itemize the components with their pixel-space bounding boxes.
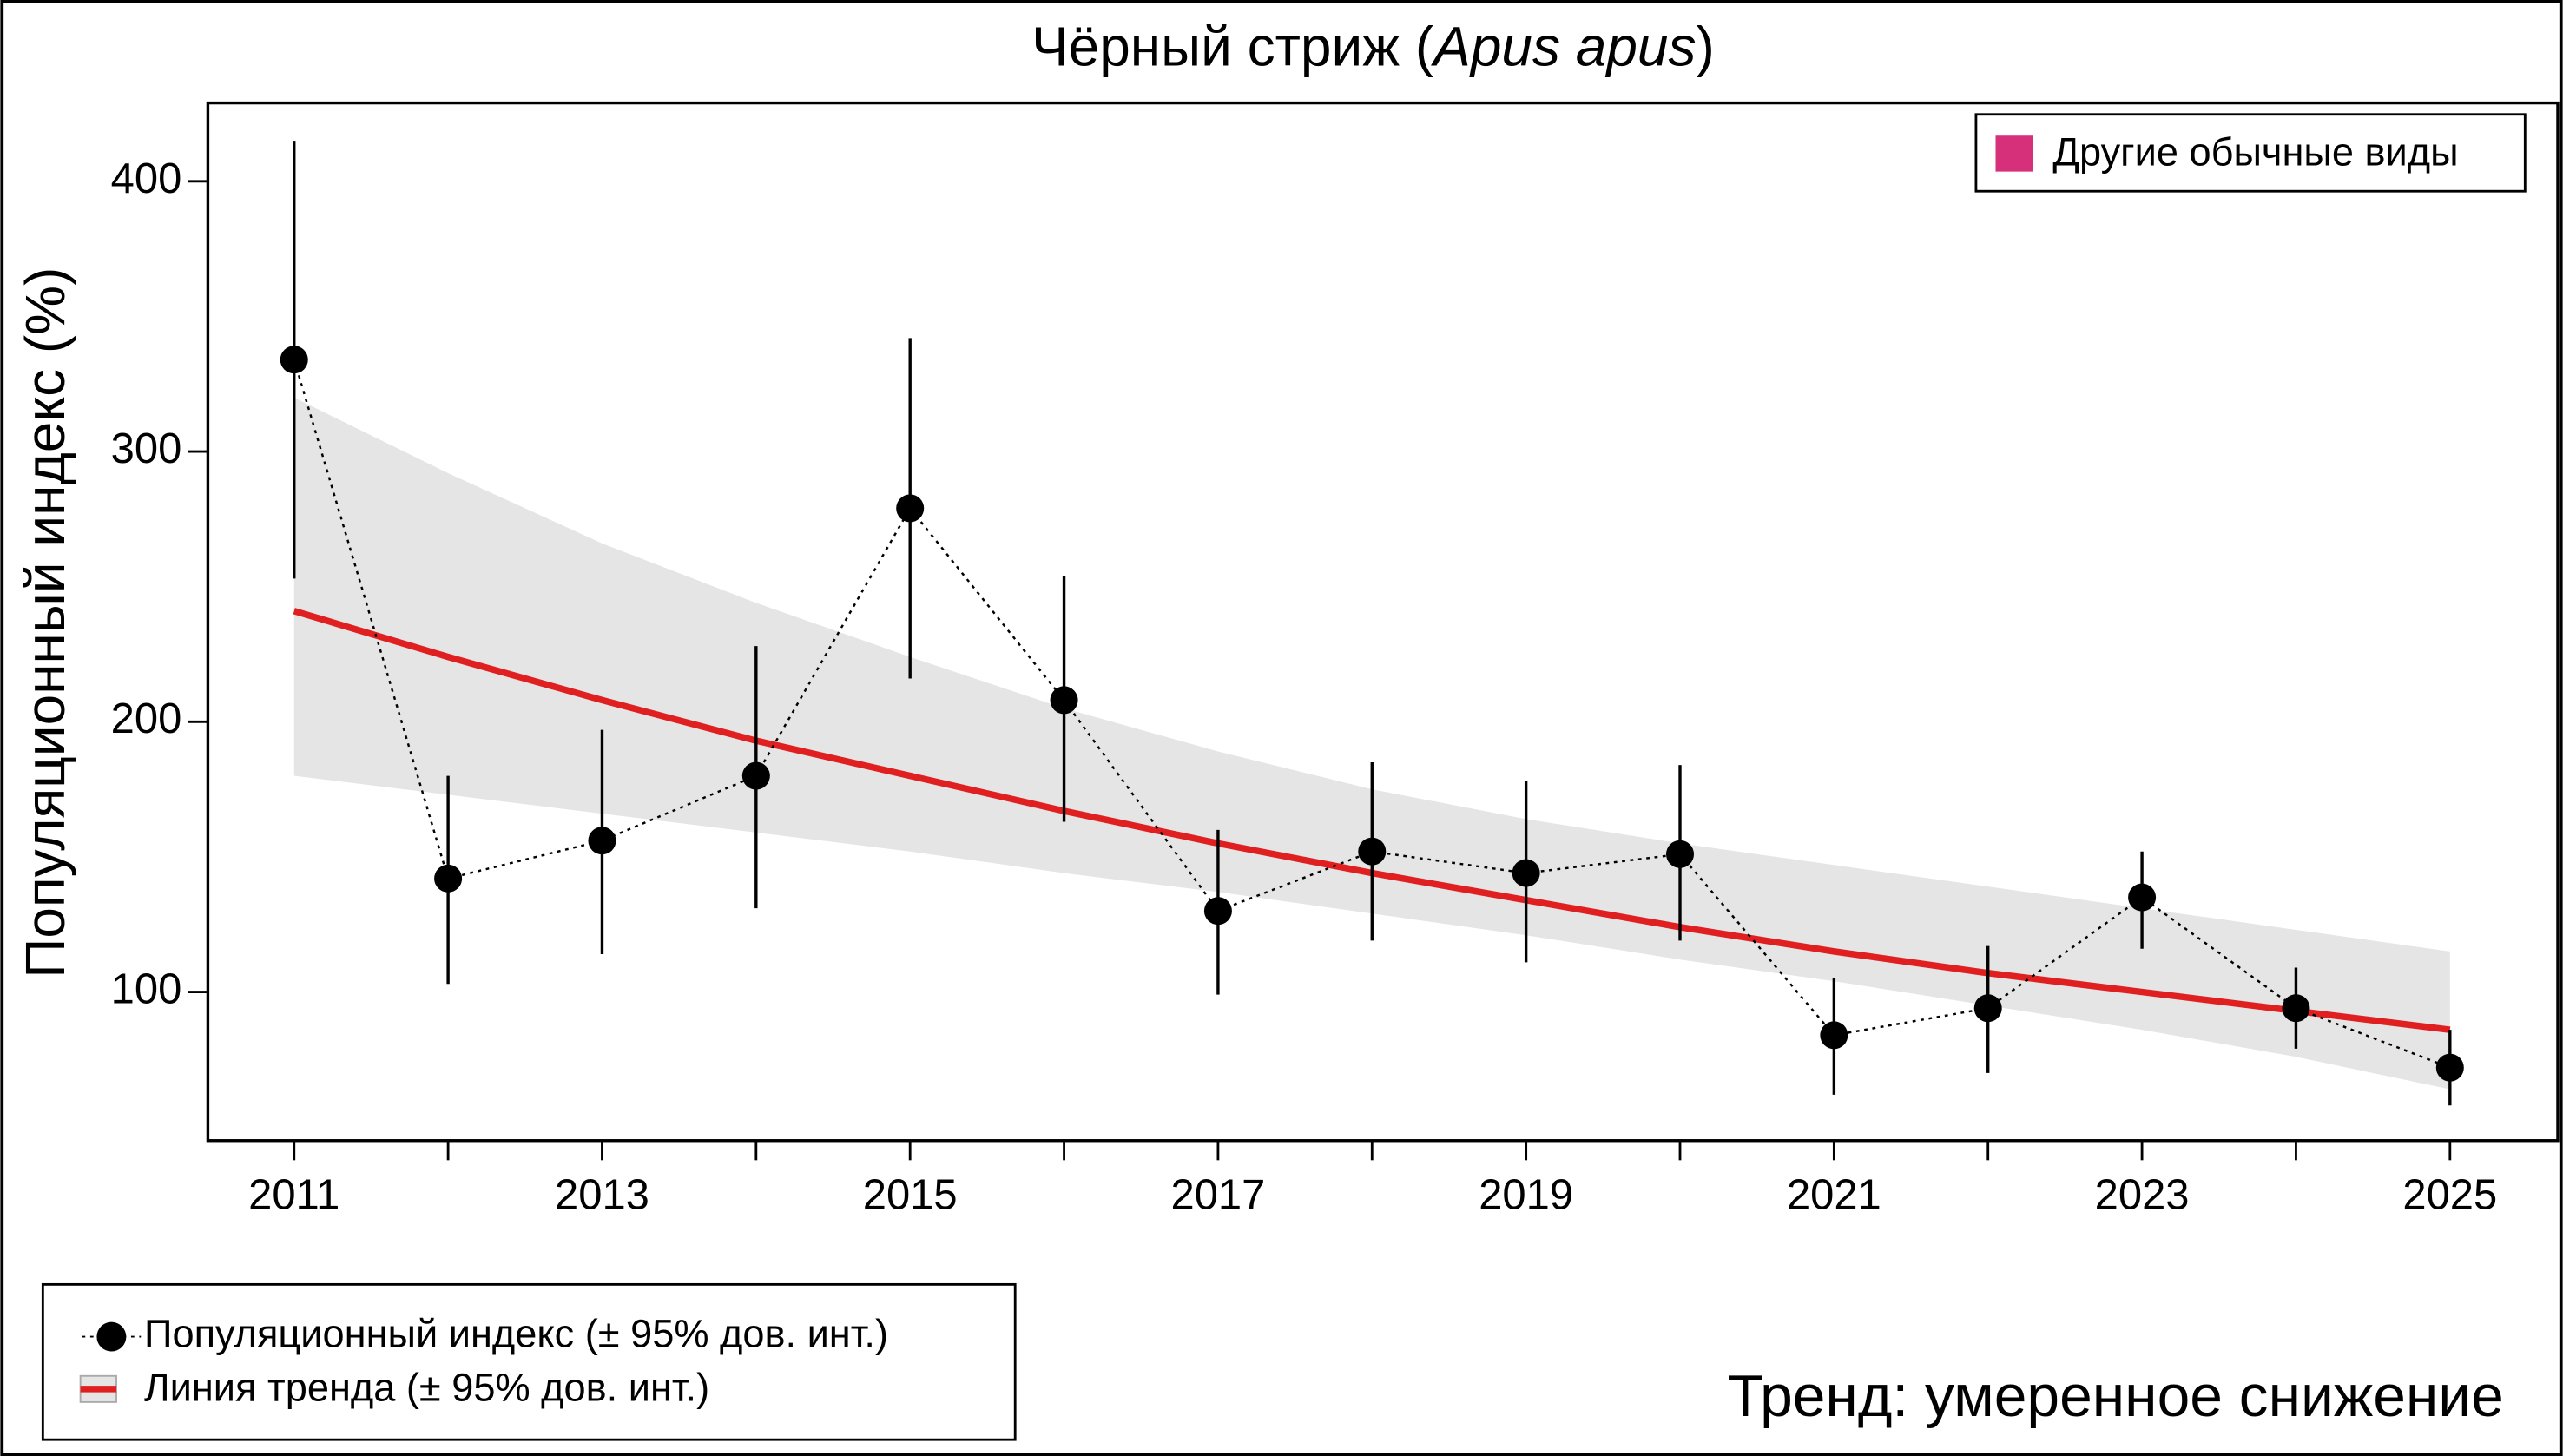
data-point: [2128, 883, 2157, 912]
data-point: [1973, 994, 2002, 1023]
title-end: ): [1697, 15, 1715, 77]
legend-bottom: [41, 1282, 1017, 1441]
legend-top: [1974, 113, 2527, 193]
x-tick-label: 2015: [863, 1172, 958, 1219]
title-latin: Apus apus: [1430, 15, 1696, 77]
y-tick-label: 400: [111, 155, 182, 202]
y-tick-label: 200: [111, 695, 182, 742]
legend-label: Другие обычные виды: [2052, 130, 2458, 175]
data-point: [741, 761, 770, 790]
data-point: [1512, 859, 1540, 887]
data-point: [1358, 837, 1387, 866]
trend-annotation: Тренд: умеренное снижение: [1727, 1364, 2503, 1429]
x-tick-label: 2023: [2095, 1172, 2190, 1219]
data-point: [2282, 994, 2310, 1023]
legend-label: Линия тренда (± 95% дов. инт.): [144, 1366, 709, 1410]
data-point: [280, 346, 308, 374]
plot: [206, 101, 2560, 1161]
x-tick-label: 2011: [248, 1172, 339, 1219]
x-tick-label: 2013: [555, 1172, 649, 1219]
data-point: [1050, 686, 1078, 715]
y-tick-label: 100: [111, 965, 182, 1012]
y-tick-label: 300: [111, 425, 182, 472]
data-point: [1666, 840, 1694, 868]
data-point: [588, 827, 616, 855]
title-text: Чёрный стриж (: [1031, 15, 1433, 77]
chart-title: Чёрный стриж (Apus apus): [1031, 15, 1715, 77]
data-point: [2435, 1053, 2464, 1082]
x-tick-label: 2021: [1787, 1172, 1881, 1219]
x-tick-label: 2017: [1170, 1172, 1265, 1219]
x-tick-label: 2025: [2402, 1172, 2497, 1219]
data-point: [1203, 897, 1232, 926]
data-point: [896, 494, 925, 523]
x-tick-label: 2019: [1479, 1172, 1573, 1219]
data-point: [434, 864, 463, 893]
y-axis-label: Популяционный индекс (%): [14, 267, 76, 978]
plot-frame: [206, 101, 2560, 1143]
legend-swatch: [1995, 135, 2033, 172]
legend-index-marker: [96, 1321, 127, 1352]
data-point: [1820, 1021, 1848, 1050]
legend-label: Популяционный индекс (± 95% дов. инт.): [144, 1312, 888, 1356]
trend-ci-band: [293, 397, 2450, 1090]
